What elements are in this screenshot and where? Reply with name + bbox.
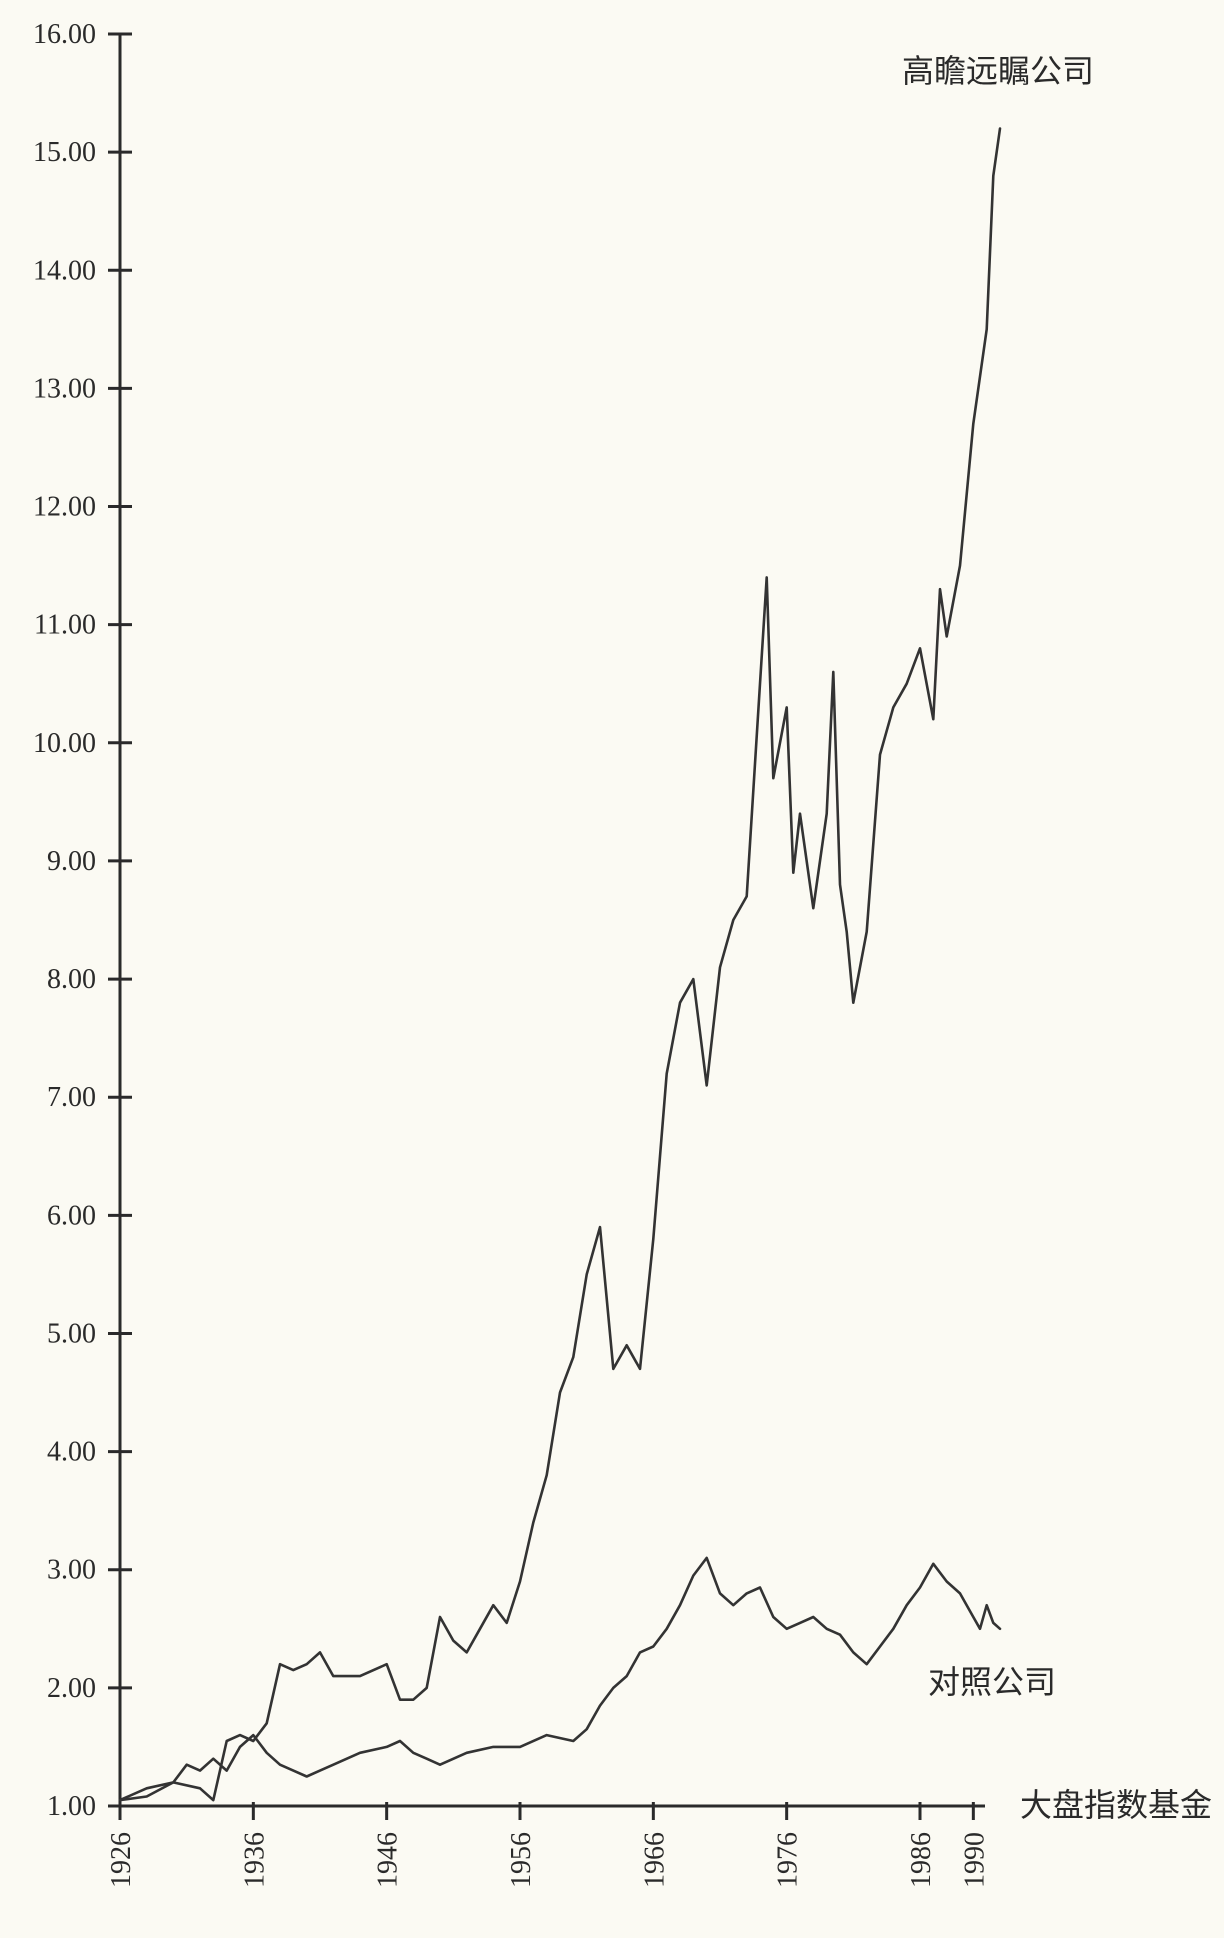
- y-tick-label: 2.00: [47, 1673, 96, 1704]
- y-tick-label: 11.00: [34, 610, 96, 641]
- x-tick-label: 1956: [506, 1832, 537, 1888]
- y-tick-label: 16.00: [33, 19, 96, 50]
- y-tick-label: 7.00: [47, 1082, 96, 1113]
- y-tick-label: 5.00: [47, 1318, 96, 1349]
- y-tick-label: 1.00: [47, 1791, 96, 1822]
- y-tick-label: 3.00: [47, 1555, 96, 1586]
- series-label-visionary: 高瞻远瞩公司: [902, 52, 1094, 90]
- y-tick-label: 9.00: [47, 846, 96, 877]
- y-tick-label: 8.00: [47, 964, 96, 995]
- x-tick-label: 1966: [639, 1832, 670, 1888]
- series-label-comparison: 对照公司: [928, 1663, 1056, 1701]
- series-line-visionary: [118, 127, 1002, 1802]
- x-tick-label: 1936: [239, 1832, 270, 1888]
- series-group: [118, 127, 1002, 1802]
- y-tick-label: 10.00: [33, 728, 96, 759]
- y-ticks: 1.00 2.00 3.00 4.00 5.00 6.00 7.00 8.00 9.00 10.0…: [33, 19, 132, 1822]
- series-line-comparison: [118, 1556, 1002, 1802]
- x-tick-label: 1990: [959, 1832, 990, 1888]
- x-tick-label: 1986: [906, 1832, 937, 1888]
- x-tick-label: 1946: [373, 1832, 404, 1888]
- y-tick-label: 14.00: [33, 255, 96, 286]
- y-tick-label: 4.00: [47, 1437, 96, 1468]
- y-tick-label: 12.00: [33, 492, 96, 523]
- axes: [118, 34, 985, 1808]
- x-ticks: 1926 1936 1946 1956 1966 1976 1986 1990: [106, 1802, 990, 1888]
- series-label-baseline: 大盘指数基金: [1020, 1786, 1212, 1824]
- x-tick-label: 1926: [106, 1832, 137, 1888]
- x-tick-label: 1976: [773, 1832, 804, 1888]
- y-tick-label: 6.00: [47, 1200, 96, 1231]
- y-tick-label: 15.00: [33, 137, 96, 168]
- y-tick-label: 13.00: [33, 373, 96, 404]
